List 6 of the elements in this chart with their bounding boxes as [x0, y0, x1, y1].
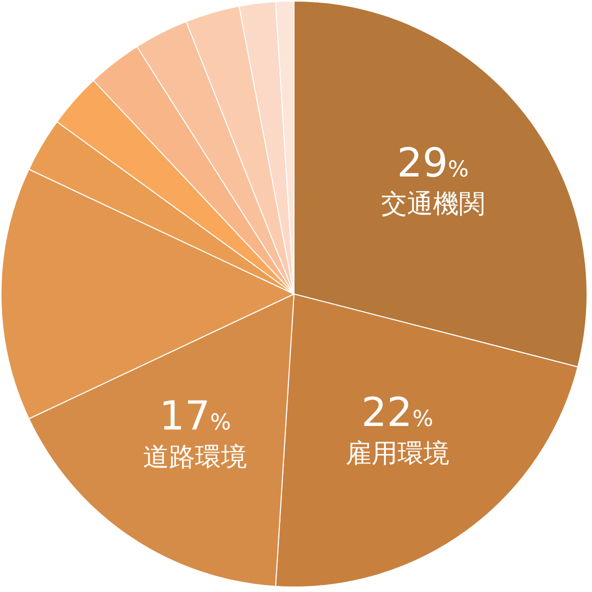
slice-label: 交通機関: [380, 189, 485, 220]
data-label: 29%: [397, 140, 469, 186]
slice-label: 雇用環境: [345, 439, 450, 470]
data-label: 22%: [361, 390, 434, 436]
slice-label: 道路環境: [143, 442, 248, 472]
data-label: 17%: [159, 393, 232, 440]
